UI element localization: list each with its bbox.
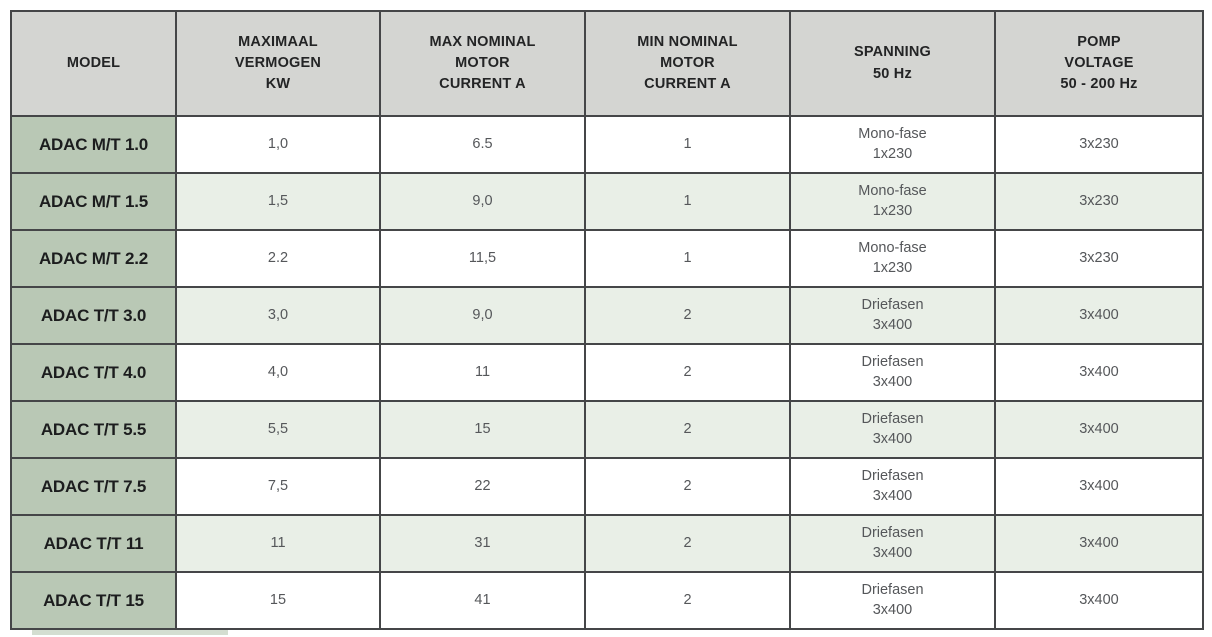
cell-max-nominal-motor-current: 11,5 (379, 229, 586, 288)
cell-max-nominal-motor-current: 11 (379, 343, 586, 402)
cell-min-nominal-motor-current: 2 (584, 571, 791, 630)
table-row: ADAC T/T 5.5 5,5 15 2 Driefasen 3x400 3x… (10, 400, 1204, 459)
cell-max-nominal-motor-current: 9,0 (379, 172, 586, 231)
cell-maximaal-vermogen-kw: 1,0 (175, 115, 381, 174)
cell-spanning-50hz: Driefasen 3x400 (789, 286, 996, 345)
cell-min-nominal-motor-current: 2 (584, 400, 791, 459)
cropped-next-row (32, 630, 228, 635)
model-cell: ADAC M/T 1.0 (10, 115, 177, 174)
cell-spanning-50hz: Mono-fase 1x230 (789, 229, 996, 288)
model-cell: ADAC T/T 7.5 (10, 457, 177, 516)
cell-maximaal-vermogen-kw: 4,0 (175, 343, 381, 402)
cell-min-nominal-motor-current: 2 (584, 514, 791, 573)
table-row: ADAC M/T 1.5 1,5 9,0 1 Mono-fase 1x230 3… (10, 172, 1204, 231)
cell-min-nominal-motor-current: 2 (584, 286, 791, 345)
cell-max-nominal-motor-current: 22 (379, 457, 586, 516)
table-row: ADAC M/T 1.0 1,0 6.5 1 Mono-fase 1x230 3… (10, 115, 1204, 174)
cell-max-nominal-motor-current: 9,0 (379, 286, 586, 345)
table-row: ADAC T/T 3.0 3,0 9,0 2 Driefasen 3x400 3… (10, 286, 1204, 345)
column-header-model: MODEL (10, 10, 177, 117)
pump-spec-table: MODEL MAXIMAAL VERMOGEN KW MAX NOMINAL M… (10, 10, 1204, 630)
cell-min-nominal-motor-current: 1 (584, 229, 791, 288)
table-row: ADAC T/T 4.0 4,0 11 2 Driefasen 3x400 3x… (10, 343, 1204, 402)
cell-min-nominal-motor-current: 1 (584, 115, 791, 174)
model-cell: ADAC T/T 11 (10, 514, 177, 573)
cell-pomp-voltage: 3x400 (994, 571, 1204, 630)
cell-max-nominal-motor-current: 41 (379, 571, 586, 630)
cell-maximaal-vermogen-kw: 2.2 (175, 229, 381, 288)
cell-min-nominal-motor-current: 1 (584, 172, 791, 231)
model-cell: ADAC T/T 4.0 (10, 343, 177, 402)
column-header-maximaal-vermogen: MAXIMAAL VERMOGEN KW (175, 10, 381, 117)
cell-pomp-voltage: 3x230 (994, 229, 1204, 288)
cell-pomp-voltage: 3x230 (994, 172, 1204, 231)
cell-spanning-50hz: Driefasen 3x400 (789, 343, 996, 402)
cell-spanning-50hz: Driefasen 3x400 (789, 571, 996, 630)
cell-spanning-50hz: Mono-fase 1x230 (789, 115, 996, 174)
cell-max-nominal-motor-current: 6.5 (379, 115, 586, 174)
model-cell: ADAC M/T 2.2 (10, 229, 177, 288)
table-row: ADAC T/T 11 11 31 2 Driefasen 3x400 3x40… (10, 514, 1204, 573)
table-row: ADAC T/T 15 15 41 2 Driefasen 3x400 3x40… (10, 571, 1204, 630)
cell-spanning-50hz: Mono-fase 1x230 (789, 172, 996, 231)
cell-pomp-voltage: 3x400 (994, 514, 1204, 573)
model-cell: ADAC T/T 3.0 (10, 286, 177, 345)
column-header-pomp-voltage: POMP VOLTAGE 50 - 200 Hz (994, 10, 1204, 117)
cell-max-nominal-motor-current: 15 (379, 400, 586, 459)
model-cell: ADAC T/T 15 (10, 571, 177, 630)
cell-spanning-50hz: Driefasen 3x400 (789, 457, 996, 516)
column-header-spanning: SPANNING 50 Hz (789, 10, 996, 117)
cell-maximaal-vermogen-kw: 7,5 (175, 457, 381, 516)
cell-maximaal-vermogen-kw: 3,0 (175, 286, 381, 345)
cell-pomp-voltage: 3x400 (994, 400, 1204, 459)
cell-spanning-50hz: Driefasen 3x400 (789, 514, 996, 573)
column-header-max-nominal-current: MAX NOMINAL MOTOR CURRENT A (379, 10, 586, 117)
cell-pomp-voltage: 3x400 (994, 457, 1204, 516)
cell-max-nominal-motor-current: 31 (379, 514, 586, 573)
cell-maximaal-vermogen-kw: 11 (175, 514, 381, 573)
cell-min-nominal-motor-current: 2 (584, 343, 791, 402)
header-row: MODEL MAXIMAAL VERMOGEN KW MAX NOMINAL M… (10, 10, 1204, 117)
cell-spanning-50hz: Driefasen 3x400 (789, 400, 996, 459)
cell-maximaal-vermogen-kw: 1,5 (175, 172, 381, 231)
cell-maximaal-vermogen-kw: 15 (175, 571, 381, 630)
cell-pomp-voltage: 3x230 (994, 115, 1204, 174)
cell-pomp-voltage: 3x400 (994, 286, 1204, 345)
table-row: ADAC M/T 2.2 2.2 11,5 1 Mono-fase 1x230 … (10, 229, 1204, 288)
cell-maximaal-vermogen-kw: 5,5 (175, 400, 381, 459)
model-cell: ADAC T/T 5.5 (10, 400, 177, 459)
column-header-min-nominal-current: MIN NOMINAL MOTOR CURRENT A (584, 10, 791, 117)
model-cell: ADAC M/T 1.5 (10, 172, 177, 231)
cell-min-nominal-motor-current: 2 (584, 457, 791, 516)
table-row: ADAC T/T 7.5 7,5 22 2 Driefasen 3x400 3x… (10, 457, 1204, 516)
cell-pomp-voltage: 3x400 (994, 343, 1204, 402)
